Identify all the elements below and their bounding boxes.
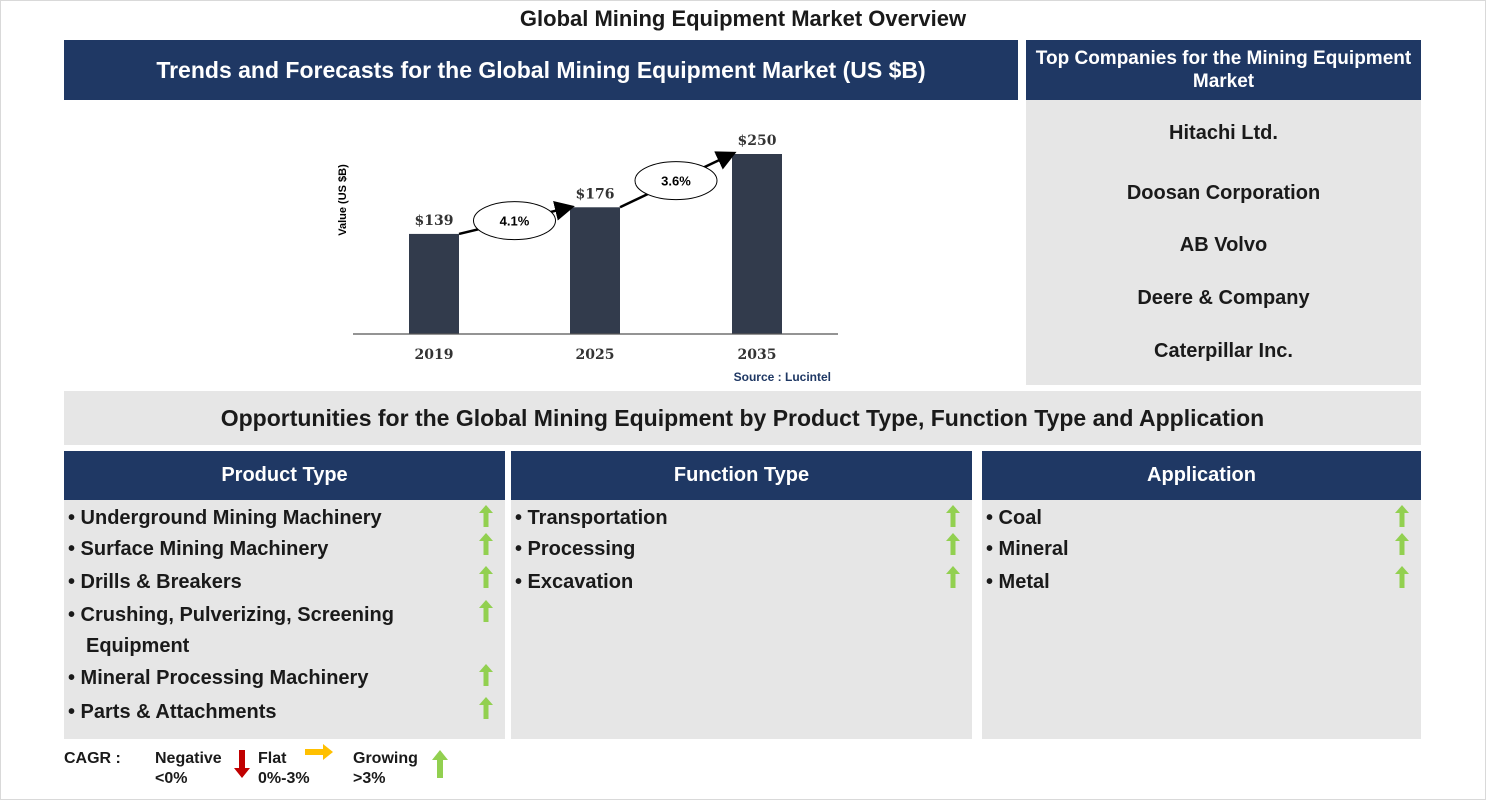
growing-arrow-icon: [479, 697, 493, 719]
market-bar-chart: $139 2019 $176 2025 $250 2035 4.1% 3.6% Value (U…: [337, 133, 838, 384]
list-item: • Processing: [515, 534, 635, 565]
list-item-label: • Mineral Processing Machinery: [68, 667, 369, 689]
x-tick-label: 2025: [576, 347, 615, 363]
list-item: • Drills & Breakers: [68, 567, 242, 598]
legend-negative-range: <0%: [155, 770, 188, 787]
legend-negative-name: Negative: [155, 750, 222, 767]
legend-flat-name: Flat: [258, 750, 287, 767]
company-item: Deere & Company: [1137, 287, 1310, 309]
bar-2025: [570, 207, 620, 334]
list-item-label: • Coal: [986, 507, 1042, 529]
list-item-label: • Underground Mining Machinery: [68, 507, 382, 529]
growing-arrow-icon: [1395, 533, 1409, 555]
company-item: Hitachi Ltd.: [1169, 122, 1278, 144]
product-type-header: Product Type: [64, 451, 505, 500]
companies-header: Top Companies for the Mining Equipment M…: [1026, 40, 1421, 100]
list-item: • Underground Mining Machinery: [68, 503, 382, 534]
chart-section-header: Trends and Forecasts for the Global Mini…: [64, 40, 1018, 100]
product-type-panel: • Underground Mining Machinery • Surface…: [64, 500, 505, 739]
companies-panel: Hitachi Ltd. Doosan Corporation AB Volvo…: [1026, 100, 1421, 385]
growing-arrow-icon: [479, 533, 493, 555]
cagr-legend-label: CAGR :: [64, 750, 121, 767]
cagr-label: 3.6%: [661, 174, 691, 189]
legend-flat-range: 0%-3%: [258, 770, 310, 787]
company-item: Doosan Corporation: [1126, 182, 1321, 204]
list-item: • Excavation: [515, 567, 633, 598]
growing-arrow-icon: [946, 533, 960, 555]
cagr-bubble: [473, 201, 556, 241]
list-item: • Transportation: [515, 503, 668, 534]
cagr-label: 4.1%: [500, 214, 530, 229]
growing-arrow-icon: [432, 750, 448, 778]
list-item: • Coal: [986, 503, 1042, 534]
page-title: Global Mining Equipment Market Overview: [519, 6, 967, 31]
list-item-label: • Crushing, Pulverizing, Screening: [68, 604, 394, 626]
x-tick-label: 2019: [415, 347, 454, 363]
cagr-bubble: [634, 161, 718, 201]
growing-arrow-icon: [946, 505, 960, 527]
list-item-label: • Metal: [986, 571, 1050, 593]
list-item: • Parts & Attachments: [68, 697, 277, 728]
legend-negative: Negative <0%: [155, 749, 222, 789]
list-item-label: • Surface Mining Machinery: [68, 538, 329, 560]
data-label: $250: [738, 133, 777, 149]
function-type-header: Function Type: [511, 451, 972, 500]
x-tick-label: 2035: [738, 347, 777, 363]
growing-arrow-icon: [479, 505, 493, 527]
list-item-label-continued: Equipment: [86, 635, 190, 657]
growing-arrow-icon: [479, 600, 493, 622]
growing-arrow-icon: [479, 664, 493, 686]
chart-source: Source : Lucintel: [734, 370, 831, 384]
growing-arrow-icon: [946, 566, 960, 588]
legend-growing: Growing >3%: [353, 749, 418, 789]
list-item-label: • Parts & Attachments: [68, 701, 277, 723]
list-item: • Mineral: [986, 534, 1069, 565]
list-item-label: • Processing: [515, 538, 636, 560]
list-item-label: • Excavation: [515, 571, 634, 593]
list-item: • Crushing, Pulverizing, Screening Equipm…: [68, 600, 394, 662]
list-item-label: • Mineral: [986, 538, 1069, 560]
bar-2019: [409, 233, 459, 334]
list-item: • Surface Mining Machinery: [68, 534, 328, 565]
company-item: Caterpillar Inc.: [1154, 340, 1293, 362]
list-item-label: • Transportation: [515, 507, 668, 529]
growing-arrow-icon: [479, 566, 493, 588]
data-label: $139: [415, 213, 454, 229]
list-item: • Mineral Processing Machinery: [68, 663, 368, 694]
application-header: Application: [982, 451, 1421, 500]
growing-arrow-icon: [1395, 505, 1409, 527]
function-type-panel: • Transportation • Processing • Excavati…: [511, 500, 972, 739]
bar-2035: [732, 154, 782, 334]
data-label: $176: [576, 186, 615, 202]
company-item: AB Volvo: [1179, 234, 1268, 256]
legend-growing-range: >3%: [353, 770, 386, 787]
y-axis-label: Value (US $B): [337, 164, 349, 236]
negative-arrow-icon: [234, 750, 250, 778]
growing-arrow-icon: [1395, 566, 1409, 588]
flat-arrow-icon: [305, 744, 333, 760]
opportunities-header: Opportunities for the Global Mining Equi…: [64, 391, 1421, 445]
list-item-label: • Drills & Breakers: [68, 571, 242, 593]
legend-growing-name: Growing: [353, 750, 418, 767]
legend-flat: Flat 0%-3%: [258, 749, 310, 789]
list-item: • Metal: [986, 567, 1050, 598]
application-panel: • Coal • Mineral • Metal: [982, 500, 1421, 739]
